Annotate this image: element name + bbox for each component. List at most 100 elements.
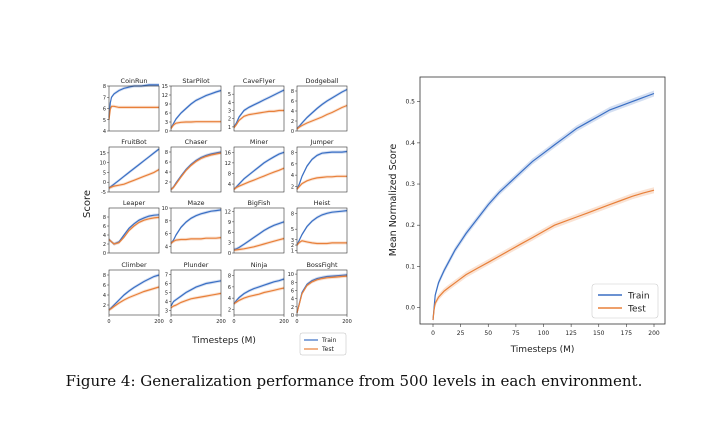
- train-line: [170, 89, 222, 129]
- panel-coinrun: CoinRun 4 5 6 7 8: [103, 77, 160, 135]
- train-line: [296, 150, 348, 190]
- y-tick-label: 3: [165, 309, 168, 315]
- panel-frame: [170, 85, 222, 132]
- panel-ninja: Ninja 2 4 6 8 0 200: [228, 261, 289, 325]
- panel-title: Maze: [187, 199, 204, 207]
- main-chart: 0.0 0.1 0.2 0.3 0.4 0.5 0 25 50 75 100 125 150 175 200…: [388, 76, 666, 355]
- test-band: [297, 174, 347, 191]
- train-line: [233, 89, 285, 128]
- y-tick-label: 3: [291, 238, 294, 244]
- panel-title: Leaper: [123, 199, 146, 207]
- panel-title: Chaser: [185, 138, 208, 146]
- y-tick-label: 6: [165, 232, 168, 238]
- panel-heist: Heist 123 5 8: [291, 199, 348, 254]
- y-tick-label: 5: [291, 227, 294, 233]
- y-tick-label: 1: [291, 248, 294, 254]
- test-line: [170, 152, 222, 190]
- train-band: [171, 88, 221, 130]
- y-tick-label: 5: [103, 170, 106, 176]
- main-y-axis-label: Mean Normalized Score: [388, 144, 399, 257]
- main-legend: Train Test: [591, 283, 659, 319]
- y-tick-label: 6: [165, 111, 168, 117]
- main-x-tick-label: 100: [538, 330, 550, 337]
- y-tick-label: 2: [291, 119, 294, 125]
- panel-frame: [108, 269, 160, 316]
- y-tick-label: 6: [103, 283, 106, 289]
- y-tick-label: 7: [103, 95, 106, 101]
- y-tick-label: 0: [103, 251, 106, 257]
- y-tick-label: 6: [103, 224, 106, 230]
- panel-jumper: Jumper 2 4 6 8: [291, 138, 348, 193]
- y-tick-label: 0: [228, 251, 231, 257]
- test-line: [296, 275, 348, 314]
- panel-chaser: Chaser 2 4 6 8: [165, 138, 222, 193]
- train-band: [109, 273, 159, 312]
- y-tick-label: 4: [103, 129, 106, 135]
- train-band: [234, 220, 284, 252]
- y-tick-label: 2: [291, 305, 294, 311]
- y-tick-label: 2: [103, 303, 106, 309]
- panel-frame: [233, 207, 285, 254]
- test-line: [170, 121, 221, 129]
- main-x-tick-label: 125: [565, 330, 577, 337]
- main-y-tick-label: 0.3: [405, 181, 415, 188]
- y-tick-label: 8: [291, 211, 294, 217]
- y-tick-label: 4: [165, 170, 168, 176]
- test-line: [432, 189, 655, 320]
- y-tick-label: 3: [228, 241, 231, 247]
- y-tick-label: 10: [288, 272, 294, 278]
- train-line: [170, 280, 222, 307]
- train-line: [296, 88, 348, 129]
- main-x-tick-label: 25: [457, 330, 465, 337]
- train-line: [170, 151, 222, 190]
- test-line: [233, 237, 285, 251]
- panel-title: FruitBot: [121, 138, 147, 146]
- test-line: [170, 237, 222, 244]
- main-x-tick-label: 150: [593, 330, 605, 337]
- test-band: [109, 215, 159, 246]
- panel-title: BigFish: [248, 199, 271, 207]
- panel-fruitbot: FruitBot -5 0 5 10 15: [100, 138, 160, 196]
- panel-title: Climber: [121, 261, 147, 269]
- panel-title: Ninja: [251, 261, 268, 269]
- panel-frame: [170, 146, 222, 193]
- x-tick-label: 0: [169, 319, 172, 325]
- y-tick-label: 6: [165, 160, 168, 166]
- y-tick-label: 4: [228, 182, 231, 188]
- figure-caption: Figure 4: Generalization performance fro…: [65, 372, 643, 390]
- y-tick-label: 4: [291, 173, 294, 179]
- y-tick-label: 8: [291, 89, 294, 95]
- panel-frame: [296, 269, 348, 316]
- panel-frame: [108, 207, 160, 254]
- test-line: [108, 216, 160, 245]
- y-tick-label: 8: [228, 274, 231, 280]
- y-tick-label: 6: [228, 285, 231, 291]
- y-tick-label: 4: [103, 233, 106, 239]
- panel-starpilot: StarPilot 0 3 6 9 12 15: [162, 77, 222, 135]
- test-band: [109, 167, 159, 190]
- y-tick-label: 4: [165, 300, 168, 306]
- grid-legend: Train Test: [299, 332, 347, 356]
- test-line: [233, 167, 285, 190]
- panel-frame: [296, 207, 348, 254]
- test-line: [108, 168, 160, 189]
- main-x-tick-label: 50: [484, 330, 492, 337]
- y-tick-label: 15: [100, 151, 106, 157]
- panel-frame: [170, 207, 222, 254]
- main-frame: [419, 76, 666, 325]
- y-tick-label: 6: [291, 99, 294, 105]
- test-line: [108, 105, 159, 120]
- train-band: [171, 150, 221, 192]
- main-x-tick-label: 200: [648, 330, 660, 337]
- panel-frame: [108, 146, 160, 193]
- x-tick-label: 200: [216, 319, 226, 325]
- y-tick-label: 8: [291, 151, 294, 157]
- y-tick-label: 4: [165, 245, 168, 251]
- y-tick-label: 10: [100, 161, 106, 167]
- legend-box: [591, 283, 659, 319]
- panel-frame: [233, 146, 285, 193]
- train-line: [233, 221, 285, 251]
- test-line: [296, 240, 347, 246]
- y-tick-label: 4: [291, 109, 294, 115]
- x-tick-label: 200: [342, 319, 352, 325]
